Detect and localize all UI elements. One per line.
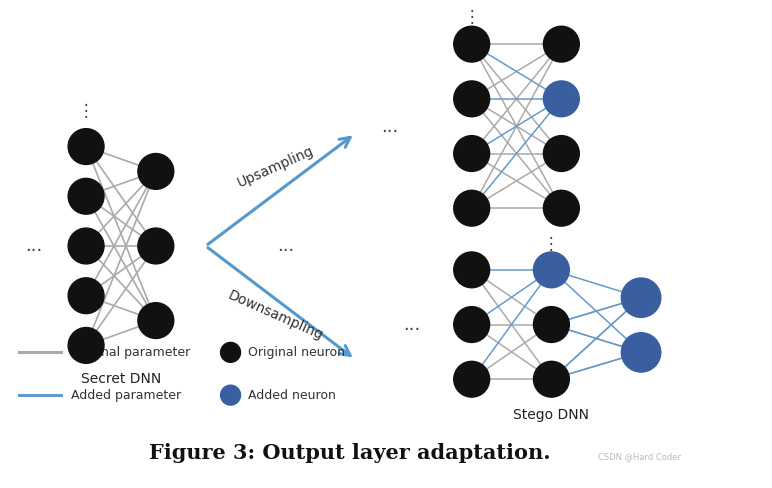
Circle shape <box>454 26 489 62</box>
Text: Stego DNN: Stego DNN <box>513 408 589 422</box>
Circle shape <box>454 361 489 397</box>
Text: ...: ... <box>381 118 398 136</box>
Circle shape <box>543 26 579 62</box>
Circle shape <box>621 333 661 372</box>
Text: Upsampling: Upsampling <box>235 143 316 190</box>
Text: Original neuron: Original neuron <box>249 346 346 359</box>
Text: ...: ... <box>276 237 294 255</box>
Text: ⋮: ⋮ <box>78 102 94 120</box>
Text: Figure 3: Output layer adaptation.: Figure 3: Output layer adaptation. <box>149 443 551 463</box>
Text: Added neuron: Added neuron <box>249 388 337 402</box>
Circle shape <box>68 327 104 364</box>
Text: ...: ... <box>25 237 42 255</box>
Circle shape <box>138 303 174 339</box>
Circle shape <box>68 179 104 214</box>
Circle shape <box>533 252 569 288</box>
Text: CSDN @Hard Coder: CSDN @Hard Coder <box>598 452 681 461</box>
Circle shape <box>454 190 489 226</box>
Circle shape <box>543 190 579 226</box>
Circle shape <box>543 136 579 171</box>
Text: ...: ... <box>403 316 421 333</box>
Circle shape <box>621 278 661 317</box>
Circle shape <box>454 252 489 288</box>
Circle shape <box>533 361 569 397</box>
Circle shape <box>454 306 489 343</box>
Circle shape <box>138 154 174 189</box>
Circle shape <box>68 129 104 164</box>
Text: Downsampling: Downsampling <box>225 288 325 343</box>
Circle shape <box>221 385 241 405</box>
Text: ⋮: ⋮ <box>463 8 480 26</box>
Text: Original parameter: Original parameter <box>71 346 191 359</box>
Text: Added parameter: Added parameter <box>71 388 181 402</box>
Text: Secret DNN: Secret DNN <box>81 372 161 386</box>
Text: ⋮: ⋮ <box>543 235 560 253</box>
Circle shape <box>533 306 569 343</box>
Circle shape <box>543 81 579 117</box>
Circle shape <box>68 278 104 314</box>
Circle shape <box>454 81 489 117</box>
Circle shape <box>138 228 174 264</box>
Circle shape <box>221 343 241 362</box>
Circle shape <box>454 136 489 171</box>
Circle shape <box>68 228 104 264</box>
